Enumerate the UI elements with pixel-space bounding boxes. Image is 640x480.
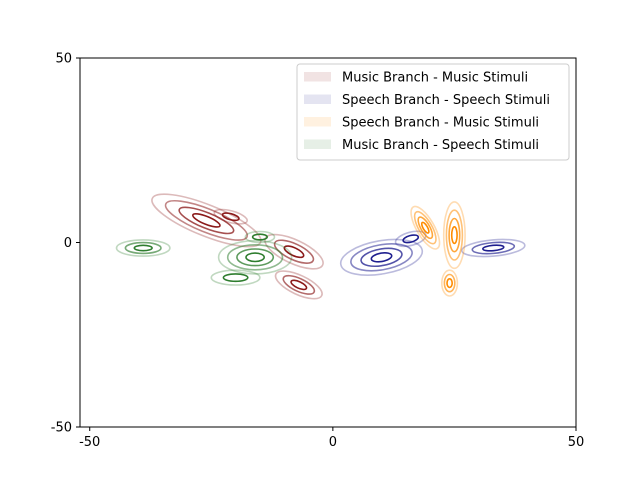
legend-box: [296, 63, 570, 161]
contour-series-2-cluster-1-level-0: [442, 201, 466, 270]
legend: Music Branch - Music Stimuli Speech Branc…: [296, 63, 570, 161]
contour-series-1-cluster-0-level-1: [350, 243, 413, 272]
contour-series-2-cluster-1-level-3: [450, 226, 458, 245]
contour-series-0-cluster-0-level-0: [151, 193, 262, 248]
legend-label-3: Music Branch - Speech Stimuli: [342, 138, 539, 153]
x-tick-label-2: 50: [568, 435, 585, 450]
contour-series-2-cluster-0-level-2: [417, 216, 434, 240]
contour-series-0-cluster-1-level-0: [213, 208, 248, 225]
x-tick-label-1: 0: [329, 435, 337, 450]
contour-series-1-cluster-0-level-0: [339, 238, 424, 276]
contour-series-0-cluster-3-level-2: [290, 279, 308, 291]
y-tick-label-1: 0: [64, 236, 72, 251]
contour-series-0-cluster-0-level-2: [178, 206, 235, 235]
axis-ticks: -50 0 50 -50 0 50: [51, 52, 585, 451]
contour-series-3-cluster-1-level-0: [217, 239, 293, 275]
legend-label-0: Music Branch - Music Stimuli: [342, 71, 528, 86]
legend-label-2: Speech Branch - Music Stimuli: [342, 116, 539, 131]
contour-series-1-cluster-2-level-0: [461, 238, 526, 258]
y-tick-label-0: -50: [51, 421, 72, 436]
contour-series-2-cluster-1-level-1: [445, 209, 464, 261]
contour-series-0-cluster-1-level-1: [221, 212, 240, 222]
contour-series-1-cluster-0-level-3: [370, 251, 393, 263]
contour-series-3-cluster-2-level-1: [222, 273, 249, 283]
series-3-contours: [115, 230, 293, 286]
contour-series-2-cluster-0-level-1: [413, 210, 437, 245]
contour-series-2-cluster-0-level-0: [410, 205, 441, 250]
legend-swatch-3: [304, 139, 331, 149]
legend-swatch-1: [304, 94, 331, 104]
contour-series-2-cluster-2-level-1: [443, 273, 456, 293]
contour-series-2-cluster-2-level-0: [441, 269, 459, 297]
legend-swatch-2: [304, 117, 331, 127]
contour-series-2-cluster-0-level-3: [420, 221, 430, 234]
contour-series-3-cluster-0-level-0: [115, 239, 171, 257]
contour-series-3-cluster-0-level-1: [124, 241, 162, 255]
contour-series-0-cluster-3-level-0: [274, 270, 323, 300]
x-tick-label-0: -50: [79, 435, 100, 450]
contour-series-3-cluster-1-level-3: [245, 252, 266, 263]
y-tick-label-2: 50: [55, 52, 72, 67]
legend-label-1: Speech Branch - Speech Stimuli: [342, 93, 550, 108]
contour-series-3-cluster-3-level-0: [244, 230, 276, 244]
contour-series-3-cluster-1-level-2: [236, 248, 275, 267]
contour-series-0-cluster-2-level-2: [283, 245, 305, 259]
contour-series-3-cluster-3-level-1: [251, 233, 268, 241]
legend-swatch-0: [304, 72, 331, 82]
series-1-contours: [339, 230, 526, 276]
contour-series-1-cluster-2-level-1: [471, 241, 516, 255]
contour-series-2-cluster-2-level-2: [446, 278, 453, 289]
contour-series-1-cluster-2-level-2: [482, 244, 505, 252]
contour-series-1-cluster-0-level-2: [360, 247, 403, 268]
contour-series-3-cluster-2-level-0: [210, 269, 261, 286]
series-2-contours: [410, 201, 466, 297]
contour-series-2-cluster-1-level-2: [448, 217, 461, 253]
contour-series-3-cluster-1-level-1: [226, 243, 284, 271]
contour-layer: [115, 193, 526, 300]
contour-series-0-cluster-0-level-1: [164, 199, 249, 241]
contour-series-3-cluster-0-level-2: [133, 244, 153, 252]
contour-series-1-cluster-1-level-1: [402, 234, 420, 244]
contour-series-0-cluster-2-level-1: [273, 239, 315, 264]
contour-series-0-cluster-3-level-1: [282, 274, 316, 295]
contour-series-0-cluster-0-level-3: [191, 213, 221, 228]
